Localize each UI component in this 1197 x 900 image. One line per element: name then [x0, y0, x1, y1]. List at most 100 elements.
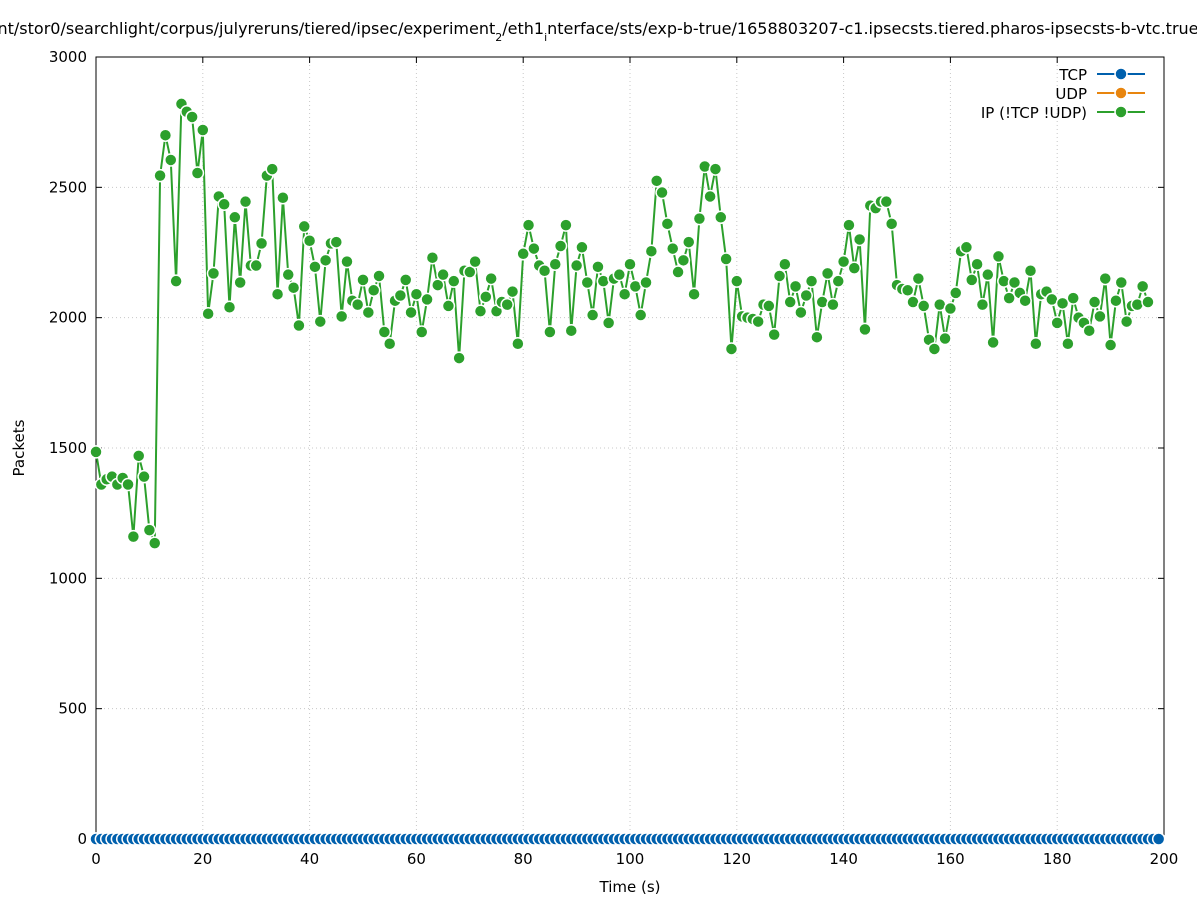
- data-point: [302, 234, 317, 248]
- data-point: [201, 307, 215, 321]
- data-point: [649, 174, 664, 188]
- series-0: [89, 832, 1166, 846]
- data-point: [190, 166, 205, 180]
- data-point: [687, 287, 701, 301]
- data-point: [164, 153, 178, 167]
- data-point: [1050, 316, 1064, 330]
- data-point: [703, 189, 717, 204]
- title-part-1: nt/stor0/searchlight/corpus/julyreruns/t…: [0, 19, 495, 38]
- x-tick-label: 100: [616, 850, 645, 868]
- data-point: [158, 128, 173, 142]
- data-point: [927, 342, 942, 356]
- legend-entry-udp: UDP: [1055, 85, 1145, 103]
- data-point: [436, 267, 450, 282]
- data-point: [1061, 336, 1075, 351]
- data-point: [377, 325, 392, 339]
- data-point: [676, 253, 691, 268]
- data-point: [479, 290, 493, 304]
- y-tick-label: 2000: [49, 309, 87, 327]
- data-point: [623, 257, 637, 271]
- data-point: [137, 469, 151, 484]
- data-point: [778, 257, 792, 271]
- x-tick-label: 20: [193, 850, 212, 868]
- x-tick-label: 120: [722, 850, 751, 868]
- title-subscript-1: 2: [495, 31, 502, 44]
- data-point: [965, 273, 979, 287]
- data-point: [1098, 271, 1113, 286]
- data-point: [804, 274, 819, 288]
- data-point: [372, 269, 386, 283]
- y-tick-label: 1000: [49, 569, 87, 587]
- data-point: [884, 217, 899, 231]
- data-point: [468, 254, 482, 269]
- data-point: [537, 263, 552, 278]
- series-layer: [89, 97, 1166, 846]
- axis-ticks: 0 20 40 60 80 100 120 140 160 180 2000500100015002…: [49, 48, 1179, 868]
- data-point: [959, 240, 974, 255]
- data-point: [831, 274, 846, 288]
- data-point: [665, 241, 680, 256]
- data-point: [564, 323, 579, 338]
- x-tick-label: 0: [91, 850, 101, 868]
- data-point: [660, 217, 675, 231]
- data-point: [228, 210, 242, 225]
- data-point: [361, 305, 376, 320]
- data-point: [484, 271, 498, 286]
- data-point: [1029, 336, 1043, 351]
- data-point: [1135, 279, 1150, 294]
- data-point: [1066, 291, 1080, 305]
- legend-label-udp: UDP: [1055, 85, 1087, 103]
- x-tick-label: 140: [829, 850, 858, 868]
- data-point: [655, 185, 669, 200]
- data-point: [505, 284, 520, 299]
- data-point: [783, 295, 797, 309]
- data-point: [350, 297, 365, 312]
- x-tick-label: 200: [1150, 850, 1179, 868]
- data-point: [762, 299, 776, 313]
- data-point: [1103, 338, 1118, 352]
- data-point: [938, 331, 952, 346]
- data-point: [185, 110, 199, 124]
- data-point: [1093, 309, 1107, 324]
- data-point: [511, 336, 525, 351]
- data-point: [217, 197, 231, 212]
- data-point: [126, 529, 141, 544]
- data-point: [900, 283, 915, 298]
- data-point: [265, 162, 279, 176]
- data-point: [222, 300, 237, 314]
- data-point: [847, 261, 862, 275]
- data-point: [639, 275, 653, 290]
- legend-entry-ip: IP (!TCP !UDP): [981, 104, 1145, 122]
- data-point: [1119, 314, 1134, 329]
- data-point: [1023, 263, 1038, 278]
- data-point: [1007, 275, 1022, 290]
- data-point: [196, 123, 210, 137]
- y-tick-label: 3000: [49, 48, 87, 66]
- data-point: [569, 258, 584, 273]
- data-point: [356, 273, 370, 287]
- data-point: [270, 287, 285, 301]
- data-point: [233, 275, 247, 290]
- series-2: [89, 97, 1155, 550]
- data-point: [671, 265, 685, 279]
- data-point: [826, 297, 840, 312]
- legend-label-ip: IP (!TCP !UDP): [981, 104, 1087, 122]
- data-point: [719, 252, 733, 266]
- data-point: [991, 249, 1006, 264]
- legend-marker-udp: [1114, 86, 1128, 100]
- data-point: [254, 236, 269, 251]
- data-point: [730, 274, 744, 288]
- title-part-2: /eth1: [502, 19, 544, 38]
- data-point: [644, 244, 659, 258]
- data-point: [751, 314, 765, 329]
- data-point: [714, 210, 728, 225]
- data-point: [1055, 296, 1070, 311]
- data-point: [585, 308, 600, 322]
- data-point: [281, 267, 295, 282]
- data-point: [169, 274, 183, 288]
- data-point: [794, 305, 808, 320]
- data-point: [142, 523, 157, 537]
- data-point: [820, 266, 835, 281]
- data-point: [340, 254, 354, 269]
